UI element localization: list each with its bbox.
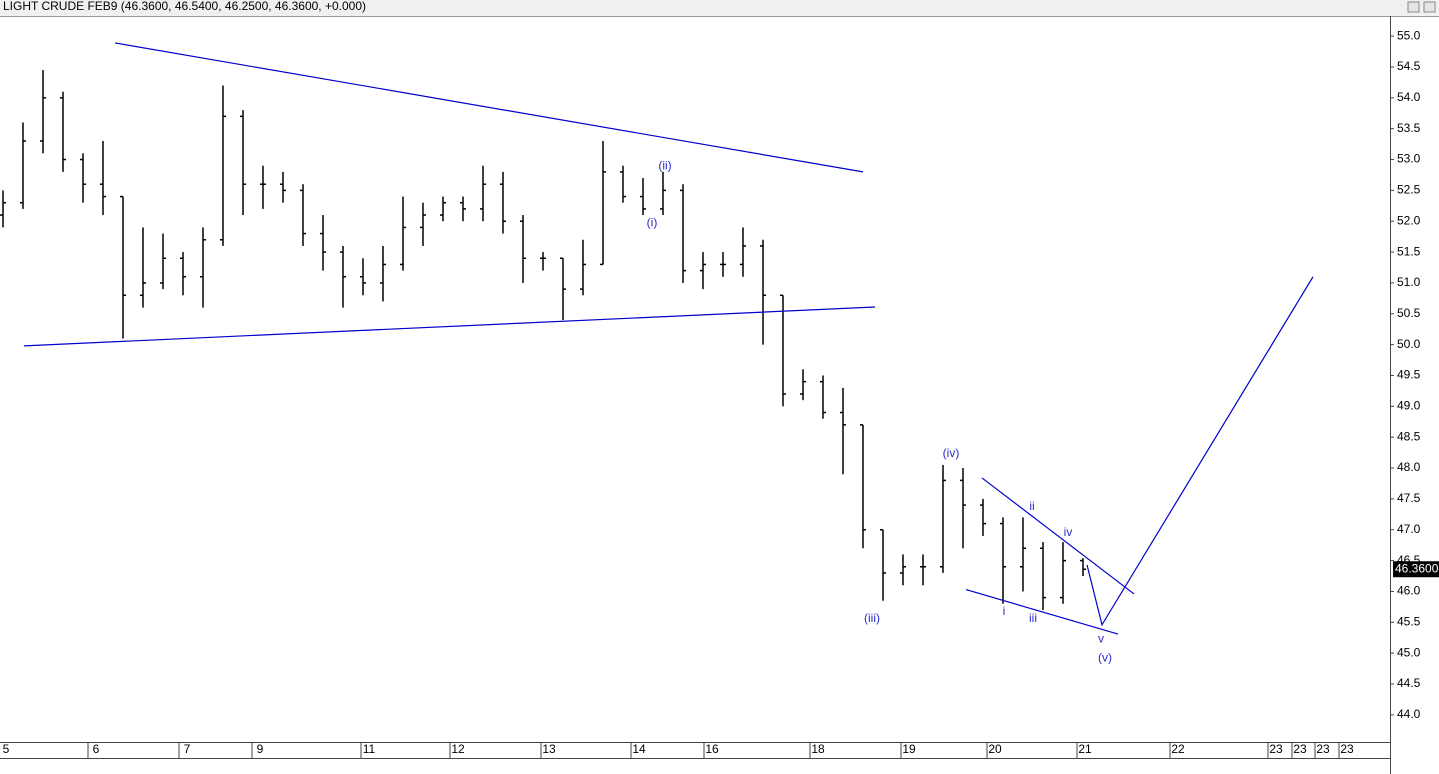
x-tick-label: 23	[1269, 742, 1283, 756]
wave-label: iv	[1064, 525, 1073, 539]
wave-label: (iii)	[864, 611, 880, 625]
trendline	[23, 306, 876, 347]
last-price-box	[1393, 561, 1439, 578]
wave-label: iii	[1029, 611, 1037, 625]
y-tick-label: 44.5	[1397, 676, 1421, 690]
trendline	[1086, 276, 1314, 627]
y-tick-label: 55.0	[1397, 28, 1421, 42]
x-tick-label: 20	[988, 742, 1002, 756]
x-tick-label: 5	[3, 742, 10, 756]
x-tick-label: 16	[705, 742, 719, 756]
y-tick-label: 50.5	[1397, 306, 1421, 320]
x-tick-label: 12	[451, 742, 465, 756]
x-tick-label: 11	[363, 742, 376, 756]
x-tick-label: 9	[257, 742, 264, 756]
trendline	[114, 42, 864, 173]
y-tick-label: 45.5	[1397, 614, 1421, 628]
y-tick-label: 52.5	[1397, 183, 1421, 197]
x-tick-label: 21	[1078, 742, 1092, 756]
y-tick-label: 54.0	[1397, 90, 1421, 104]
last-price-label: 46.3600	[1395, 561, 1439, 575]
y-tick-label: 46.0	[1397, 584, 1421, 598]
wave-label: (iv)	[943, 446, 960, 460]
chart-title: LIGHT CRUDE FEB9 (46.3600, 46.5400, 46.2…	[3, 0, 366, 13]
y-tick-label: 49.0	[1397, 399, 1421, 413]
wave-label: v	[1098, 632, 1104, 646]
x-tick-label: 22	[1171, 742, 1185, 756]
window-button[interactable]	[1407, 1, 1420, 13]
x-tick-label: 23	[1340, 742, 1354, 756]
y-tick-label: 51.0	[1397, 275, 1421, 289]
wave-label: (v)	[1098, 650, 1112, 664]
y-tick-label: 53.0	[1397, 152, 1421, 166]
y-tick-label: 54.5	[1397, 59, 1421, 73]
window-button[interactable]	[1423, 1, 1436, 13]
x-tick-label: 19	[902, 742, 916, 756]
x-tick-label: 6	[93, 742, 100, 756]
x-tick-label: 23	[1293, 742, 1307, 756]
x-tick-label: 18	[811, 742, 825, 756]
y-tick-label: 48.0	[1397, 460, 1421, 474]
y-tick-label: 48.5	[1397, 429, 1421, 443]
x-tick-label: 7	[184, 742, 191, 756]
wave-label: (ii)	[658, 158, 671, 172]
wave-label: i	[1003, 604, 1006, 618]
trendline	[965, 589, 1119, 635]
x-tick-label: 14	[632, 742, 646, 756]
y-tick-label: 51.5	[1397, 244, 1421, 258]
x-tick-label: 23	[1316, 742, 1330, 756]
y-tick-label: 50.0	[1397, 337, 1421, 351]
y-tick-label: 47.0	[1397, 522, 1421, 536]
y-tick-label: 47.5	[1397, 491, 1421, 505]
y-tick-label: 44.0	[1397, 707, 1421, 721]
x-tick-label: 13	[542, 742, 556, 756]
wave-label: (i)	[647, 215, 658, 229]
y-tick-label: 49.5	[1397, 368, 1421, 382]
y-tick-label: 45.0	[1397, 645, 1421, 659]
wave-label: ii	[1029, 499, 1034, 513]
y-tick-label: 52.0	[1397, 213, 1421, 227]
trendline	[981, 477, 1135, 595]
title-bar	[0, 0, 1439, 16]
y-tick-label: 53.5	[1397, 121, 1421, 135]
